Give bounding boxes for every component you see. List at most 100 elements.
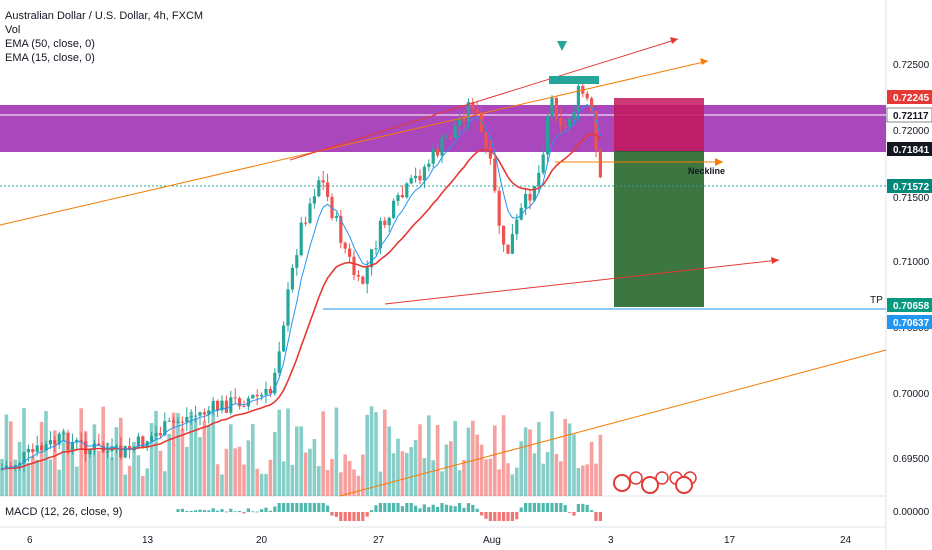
macd-bar (554, 503, 558, 512)
macd-bar (255, 511, 259, 513)
candle-body (216, 400, 220, 411)
volume-bar (541, 463, 545, 496)
candle-body (260, 394, 264, 397)
macd-bar (524, 503, 528, 512)
volume-bar (171, 412, 176, 496)
macd-bar (484, 512, 488, 519)
ema50-legend[interactable]: EMA (50, close, 0) (5, 38, 95, 50)
macd-bar (268, 510, 272, 512)
candle-body (400, 195, 404, 198)
candle-body (546, 116, 550, 155)
candle-body (220, 400, 224, 411)
volume-bar (44, 411, 48, 496)
time-axis: 6 13 20 27 Aug 3 10 17 24 (27, 535, 852, 546)
candle-body (286, 289, 290, 326)
candle-body (92, 443, 96, 449)
candle-body (167, 420, 171, 422)
macd-bar (348, 512, 352, 521)
volume-bar (220, 474, 224, 496)
volume-bar (598, 434, 603, 496)
candle-body (18, 463, 22, 466)
volume-bar (532, 453, 537, 496)
volume-bar (405, 452, 409, 496)
macd-bar (528, 503, 532, 512)
volume-bar (286, 408, 290, 496)
candle-body (13, 465, 17, 467)
candle-body (123, 446, 127, 458)
candle-body (35, 445, 39, 453)
candle-body (568, 118, 572, 127)
macd-bar (480, 512, 484, 516)
svg-text:0.72500: 0.72500 (893, 60, 930, 71)
svg-text:0.71500: 0.71500 (893, 193, 930, 204)
macd-bar (176, 509, 180, 512)
volume-bar (48, 459, 53, 496)
macd-bar (449, 505, 453, 512)
volume-bar (57, 469, 61, 496)
volume-bar (374, 412, 378, 496)
ema-15-line (1, 104, 601, 470)
macd-bar (207, 510, 211, 512)
macd-bar (260, 509, 264, 512)
candle-body (268, 388, 272, 394)
macd-bar (396, 503, 400, 512)
volume-bar (378, 471, 383, 496)
volume-bar (462, 459, 466, 496)
symbol-title[interactable]: Australian Dollar / U.S. Dollar, 4h, FXC… (5, 10, 204, 22)
candle-body (427, 163, 431, 167)
macd-legend[interactable]: MACD (12, 26, close, 9) (5, 506, 123, 518)
svg-text:0.72245: 0.72245 (893, 93, 930, 104)
ema15-legend[interactable]: EMA (15, close, 0) (5, 52, 95, 64)
volume-bar (484, 459, 488, 496)
candle-body (106, 451, 110, 453)
candle-body (150, 436, 154, 442)
candle-body (97, 443, 101, 446)
candle-body (189, 416, 193, 418)
macd-bar (537, 503, 541, 512)
volume-bar (207, 425, 211, 496)
macd-bar (471, 504, 475, 512)
candle-body (317, 180, 321, 197)
candle-body (44, 444, 48, 451)
candle-body (273, 372, 277, 394)
candle-body (572, 112, 576, 119)
volume-bar (9, 421, 13, 496)
volume-bar (581, 465, 585, 496)
volume-bar (211, 406, 215, 496)
candle-body (440, 137, 444, 156)
double-top-marker (549, 76, 599, 84)
volume-bar (312, 439, 317, 496)
candle-body (290, 267, 294, 290)
volume-bar (413, 439, 418, 496)
candle-body (26, 448, 30, 453)
svg-text:0.71572: 0.71572 (893, 182, 930, 193)
volume-bar (123, 474, 127, 496)
volume-bar (589, 441, 594, 496)
macd-bar (238, 510, 242, 512)
svg-text:24: 24 (840, 535, 852, 546)
candle-body (361, 276, 365, 284)
macd-bar (392, 503, 396, 512)
volume-bar (53, 430, 57, 496)
macd-bar (224, 511, 228, 513)
economic-event-icons[interactable] (613, 471, 697, 494)
chart-legend: Australian Dollar / U.S. Dollar, 4h, FXC… (5, 9, 203, 65)
volume-bar (510, 474, 515, 496)
svg-text:17: 17 (724, 535, 736, 546)
candle-body (348, 248, 352, 257)
macd-bar (506, 512, 510, 521)
candle-body (343, 242, 347, 249)
volume-bar (167, 433, 171, 496)
macd-bar (546, 503, 550, 512)
macd-bar (475, 508, 479, 512)
volume-legend[interactable]: Vol (5, 24, 21, 36)
volume-bar (88, 450, 92, 496)
candle-body (383, 220, 387, 226)
candle-body (180, 421, 184, 423)
macd-bar (585, 504, 589, 512)
candle-body (22, 452, 26, 464)
volume-bar (457, 470, 462, 496)
svg-text:0.70637: 0.70637 (893, 318, 930, 329)
